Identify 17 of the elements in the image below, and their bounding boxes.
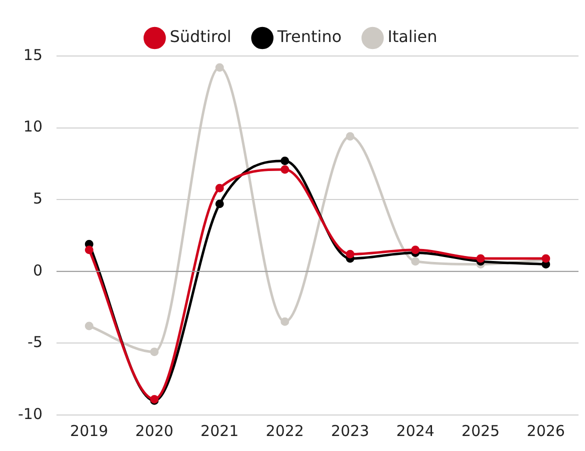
x-tick-label: 2023 [331, 422, 370, 440]
x-tick-label: 2021 [200, 422, 239, 440]
y-tick-label: 5 [32, 189, 42, 208]
x-tick-label: 2026 [526, 422, 565, 440]
x-tick-label: 2019 [70, 422, 108, 440]
legend-label: Italien [388, 27, 438, 46]
y-tick-label: -10 [18, 404, 42, 423]
y-tick-label: -5 [28, 333, 42, 352]
x-tick-label: 2020 [135, 422, 174, 440]
legend-label: Südtirol [170, 27, 232, 46]
y-tick-label: 15 [23, 46, 42, 64]
legend-label: Trentino [276, 27, 342, 46]
y-tick-label: 10 [23, 118, 42, 136]
x-tick-label: 2022 [266, 422, 304, 440]
x-tick-label: 2024 [396, 422, 434, 440]
x-tick-label: 2025 [462, 422, 500, 440]
y-tick-label: 0 [32, 261, 42, 280]
